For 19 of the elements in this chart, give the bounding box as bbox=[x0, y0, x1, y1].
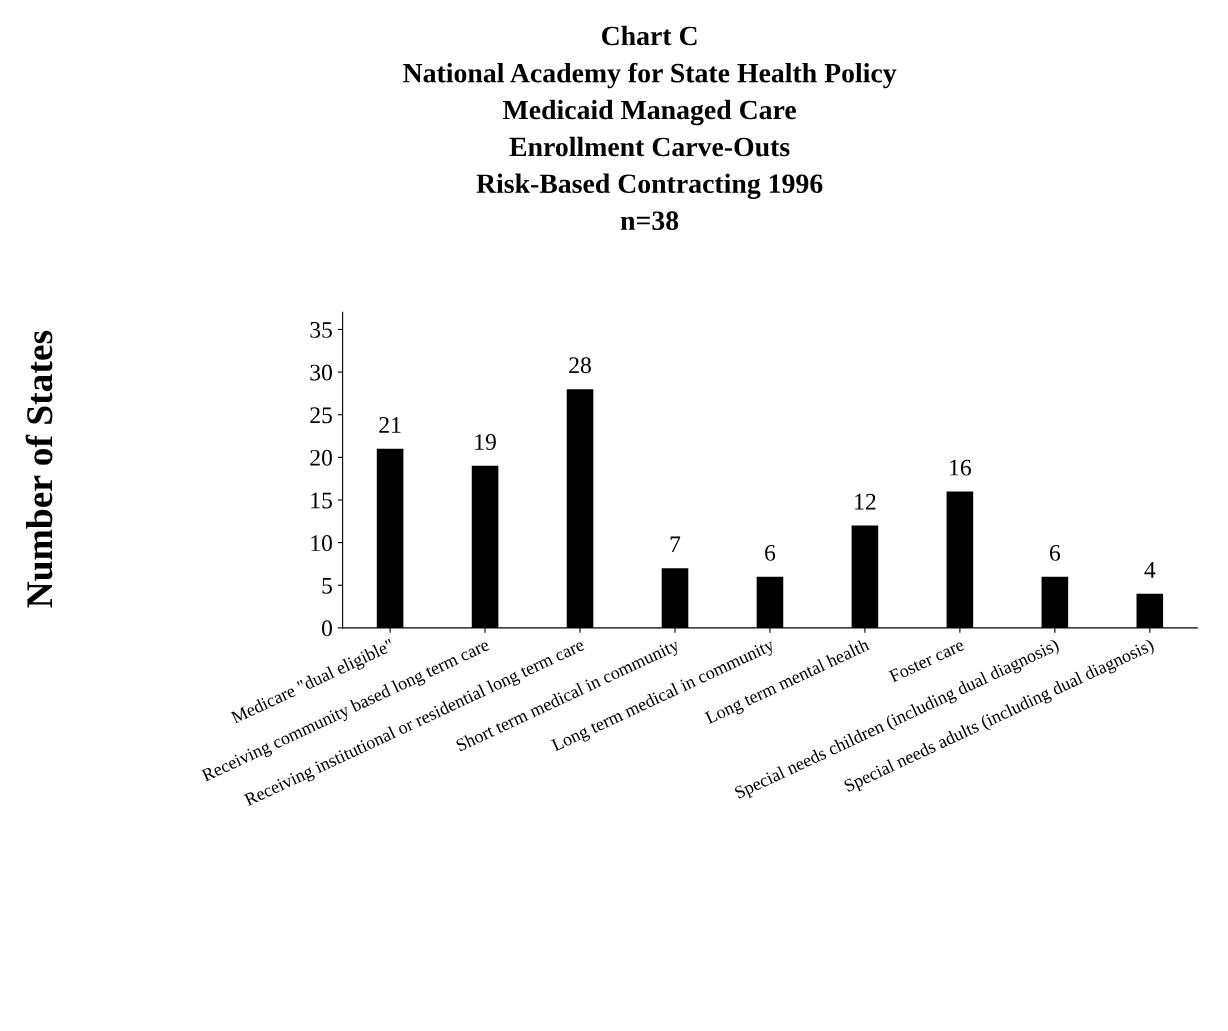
data-label: 7 bbox=[670, 536, 681, 553]
data-label: 12 bbox=[855, 493, 876, 510]
y-tick-label: 10 bbox=[311, 535, 332, 552]
data-label: 6 bbox=[765, 544, 776, 561]
y-tick-label: 30 bbox=[310, 364, 332, 381]
data-label: 6 bbox=[1049, 544, 1061, 561]
data-label: 4 bbox=[1144, 562, 1156, 578]
data-label: 19 bbox=[475, 434, 496, 450]
data-label: 21 bbox=[379, 417, 401, 433]
y-tick-label: 0 bbox=[321, 620, 332, 637]
y-tick-label: 25 bbox=[310, 407, 332, 424]
y-axis-title: Number of States bbox=[25, 330, 53, 608]
y-tick-label: 20 bbox=[310, 449, 332, 466]
y-tick-label: 5 bbox=[322, 577, 332, 594]
chart-title: Chart C National Academy for State Health Policy Medicaid Managed Care Enrollment Carve-Outs Risk-Based Contracting 1996 n=38 bbox=[403, 25, 897, 231]
data-label: 28 bbox=[569, 357, 591, 374]
y-tick-label: 35 bbox=[310, 322, 332, 338]
data-label: 16 bbox=[950, 459, 971, 476]
y-tick-label: 15 bbox=[311, 492, 332, 509]
